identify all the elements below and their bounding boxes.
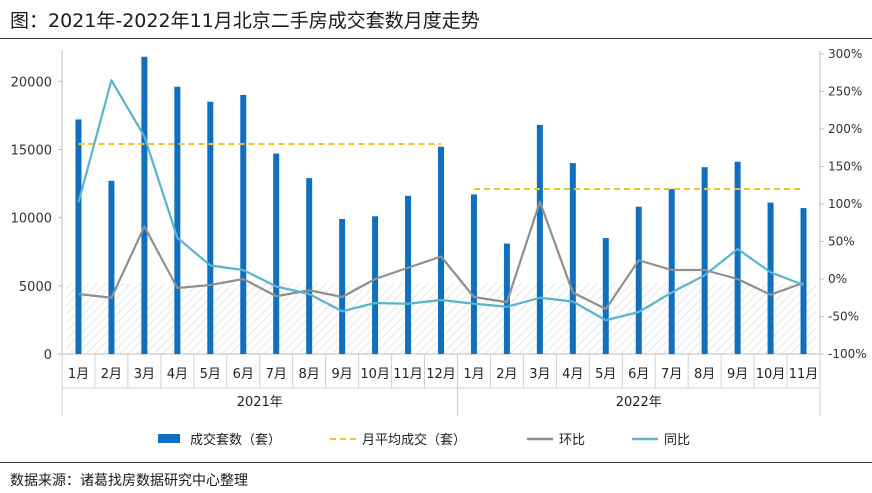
y-left-tick-label: 20000 bbox=[11, 75, 52, 90]
x-tick-label: 7月 bbox=[266, 367, 287, 382]
bar bbox=[800, 208, 807, 354]
x-tick-label: 9月 bbox=[331, 367, 352, 382]
chart-title: 图：2021年-2022年11月北京二手房成交套数月度走势 bbox=[10, 10, 480, 32]
series-line bbox=[78, 200, 804, 311]
bar bbox=[240, 94, 247, 354]
y-right-tick-label: 200% bbox=[828, 122, 862, 136]
x-tick-label: 2月 bbox=[496, 367, 517, 382]
bar bbox=[339, 219, 346, 354]
y-left-tick-label: 10000 bbox=[11, 212, 52, 227]
bar bbox=[174, 86, 181, 355]
y-right-tick-label: 100% bbox=[828, 197, 862, 211]
source-note: 数据来源：诸葛找房数据研究中心整理 bbox=[10, 473, 248, 489]
legend-swatch bbox=[158, 434, 180, 443]
x-tick-label: 1月 bbox=[463, 367, 484, 382]
x-tick-label: 10月 bbox=[360, 367, 390, 382]
series-line bbox=[77, 79, 804, 322]
legend-label: 同比 bbox=[664, 433, 690, 448]
x-tick-label: 2月 bbox=[101, 367, 122, 382]
bar bbox=[108, 180, 115, 354]
x-tick-label: 12月 bbox=[426, 367, 456, 382]
y-left-tick-label: 5000 bbox=[19, 280, 52, 295]
bar bbox=[767, 202, 774, 354]
legend-label: 成交套数（套） bbox=[190, 432, 281, 448]
y-right-tick-label: 50% bbox=[828, 235, 855, 249]
x-tick-label: 10月 bbox=[756, 367, 786, 382]
x-tick-label: 3月 bbox=[529, 367, 550, 382]
bar bbox=[668, 189, 675, 354]
bar bbox=[734, 161, 741, 354]
bar bbox=[536, 124, 543, 354]
y-right-tick-label: -100% bbox=[828, 347, 867, 361]
x-tick-label: 1月 bbox=[68, 367, 89, 382]
x-group-label: 2022年 bbox=[616, 395, 662, 410]
x-tick-label: 6月 bbox=[628, 367, 649, 382]
y-left-tick-label: 0 bbox=[44, 348, 52, 363]
y-right-tick-label: 0% bbox=[828, 272, 847, 286]
y-left-tick-label: 15000 bbox=[11, 143, 52, 158]
legend-label: 月平均成交（套） bbox=[362, 432, 466, 448]
bottom-divider bbox=[0, 462, 872, 463]
bar bbox=[306, 178, 313, 354]
bar bbox=[273, 153, 280, 354]
x-tick-label: 9月 bbox=[727, 367, 748, 382]
x-tick-label: 11月 bbox=[789, 367, 819, 382]
x-tick-label: 8月 bbox=[299, 367, 320, 382]
y-right-tick-label: -50% bbox=[828, 310, 859, 324]
bar bbox=[75, 119, 82, 354]
chart: 0 5000 10000 15000 20000 -100% -50% 0% 50% 100% 15… bbox=[11, 47, 867, 448]
x-tick-label: 6月 bbox=[233, 367, 254, 382]
bar bbox=[635, 206, 642, 354]
x-tick-label: 4月 bbox=[167, 367, 188, 382]
x-tick-label: 4月 bbox=[562, 367, 583, 382]
x-tick-label: 3月 bbox=[134, 367, 155, 382]
bar bbox=[207, 101, 214, 355]
x-tick-label: 5月 bbox=[595, 367, 616, 382]
x-tick-label: 5月 bbox=[200, 367, 221, 382]
bar bbox=[405, 195, 412, 354]
y-right-tick-label: 300% bbox=[828, 47, 862, 61]
bar bbox=[602, 238, 609, 354]
bar bbox=[372, 216, 379, 354]
bar bbox=[141, 56, 148, 355]
y-right-tick-label: 150% bbox=[828, 160, 862, 174]
y-right-tick-label: 250% bbox=[828, 85, 862, 99]
top-divider bbox=[0, 38, 872, 39]
bar bbox=[569, 163, 576, 354]
bar bbox=[470, 194, 477, 354]
legend-label: 环比 bbox=[559, 433, 585, 448]
bar bbox=[438, 146, 444, 354]
x-tick-label: 7月 bbox=[661, 367, 682, 382]
bar bbox=[701, 167, 708, 354]
x-tick-label: 8月 bbox=[694, 367, 715, 382]
x-group-label: 2021年 bbox=[237, 395, 283, 410]
x-tick-label: 11月 bbox=[393, 367, 423, 382]
